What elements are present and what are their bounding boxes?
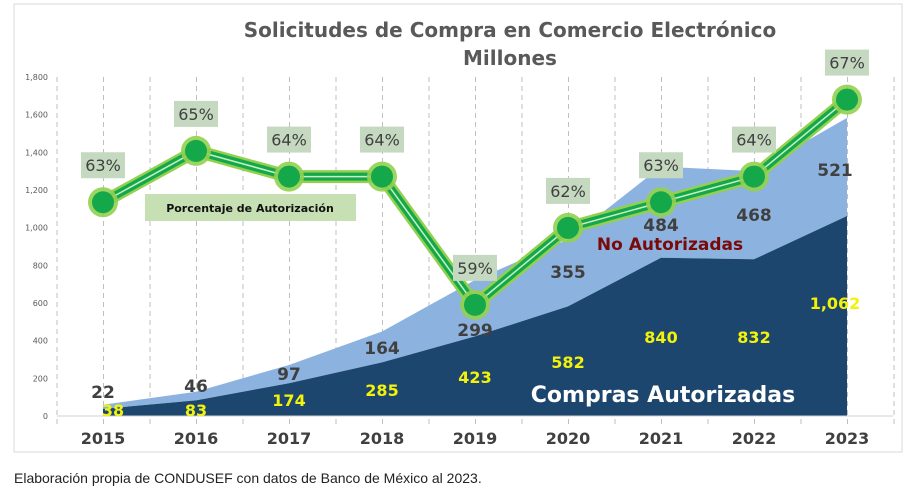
chart-subtitle: Millones <box>463 46 557 70</box>
percent-label: 65% <box>178 105 214 124</box>
y-tick-label: 1,600 <box>25 111 48 120</box>
percent-label: 64% <box>364 131 400 150</box>
x-tick-label: 2020 <box>546 429 591 448</box>
line-marker <box>464 293 486 316</box>
data-label-no-autorizadas: 484 <box>643 216 679 236</box>
series-label-no-autorizadas: No Autorizadas <box>597 235 743 255</box>
chart-title: Solicitudes de Compra en Comercio Electr… <box>244 18 777 42</box>
x-tick-label: 2017 <box>267 429 312 448</box>
x-tick-label: 2023 <box>825 429 870 448</box>
data-label-autorizadas: 285 <box>365 381 398 400</box>
percent-label: 59% <box>457 259 493 278</box>
data-label-autorizadas: 832 <box>737 328 770 347</box>
percent-label: 62% <box>550 182 586 201</box>
data-label-autorizadas: 83 <box>185 401 207 420</box>
line-marker <box>650 191 672 214</box>
data-label-no-autorizadas: 355 <box>550 263 586 283</box>
x-tick-label: 2021 <box>639 429 684 448</box>
area-autorizadas <box>103 215 847 416</box>
percent-label-box <box>639 152 683 179</box>
percent-label: 64% <box>736 131 772 150</box>
line-legend-box <box>145 194 356 221</box>
percent-label-box <box>825 49 869 76</box>
source-caption: Elaboración propia de CONDUSEF con datos… <box>14 470 482 486</box>
percent-label-box <box>81 152 125 179</box>
line-marker <box>836 88 858 111</box>
percent-label-box <box>360 126 404 153</box>
y-tick-label: 200 <box>33 374 48 383</box>
data-label-no-autorizadas: 299 <box>457 321 493 341</box>
x-tick-label: 2016 <box>174 429 219 448</box>
y-tick-label: 400 <box>33 337 48 346</box>
y-tick-label: 1,400 <box>25 148 48 157</box>
series-label-autorizadas: Compras Autorizadas <box>531 383 795 408</box>
x-tick-label: 2022 <box>732 429 777 448</box>
data-label-autorizadas: 38 <box>102 401 124 420</box>
percent-label-box <box>174 100 218 127</box>
percent-label: 67% <box>829 54 865 73</box>
data-label-no-autorizadas: 46 <box>184 377 208 397</box>
x-tick-label: 2019 <box>453 429 498 448</box>
percent-label-box <box>546 177 590 204</box>
y-tick-label: 1,000 <box>25 224 48 233</box>
percent-label-box <box>267 126 311 153</box>
y-tick-label: 1,800 <box>25 73 48 82</box>
line-marker <box>557 216 579 239</box>
line-marker <box>371 165 393 188</box>
data-label-autorizadas: 423 <box>458 368 491 387</box>
y-tick-label: 0 <box>43 412 48 421</box>
line-marker <box>743 165 765 188</box>
data-label-no-autorizadas: 521 <box>817 161 853 181</box>
y-tick-label: 600 <box>33 299 48 308</box>
data-label-no-autorizadas: 468 <box>736 206 772 226</box>
y-tick-label: 1,200 <box>25 186 48 195</box>
x-tick-label: 2015 <box>81 429 126 448</box>
data-label-no-autorizadas: 22 <box>91 383 115 403</box>
percent-label-box <box>453 254 497 281</box>
percent-label: 63% <box>643 156 679 175</box>
x-tick-label: 2018 <box>360 429 405 448</box>
data-label-autorizadas: 174 <box>272 391 305 410</box>
y-tick-label: 800 <box>33 261 48 270</box>
percent-label: 64% <box>271 131 307 150</box>
data-label-autorizadas: 1,062 <box>810 294 861 313</box>
percent-label-box <box>732 126 776 153</box>
data-label-no-autorizadas: 97 <box>277 365 301 385</box>
line-marker <box>185 139 207 162</box>
data-label-no-autorizadas: 164 <box>364 339 400 359</box>
percent-label: 63% <box>85 156 121 175</box>
data-label-autorizadas: 840 <box>644 328 677 347</box>
line-legend-label: Porcentaje de Autorización <box>166 202 334 215</box>
line-marker <box>278 165 300 188</box>
data-label-autorizadas: 582 <box>551 353 584 372</box>
line-marker <box>92 191 114 214</box>
